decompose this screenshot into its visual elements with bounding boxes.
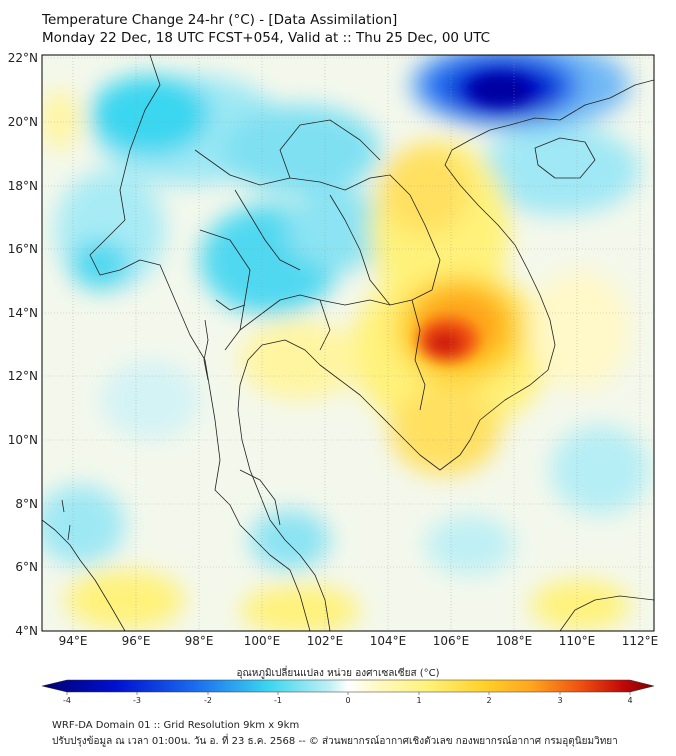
lat-label: 6°N (15, 560, 38, 574)
lat-label: 22°N (8, 51, 38, 65)
lat-label: 8°N (15, 497, 38, 511)
colorbar-scale (41, 679, 655, 693)
lon-label: 110°E (559, 634, 596, 648)
lon-label: 108°E (496, 634, 533, 648)
lon-label: 98°E (185, 634, 214, 648)
colorbar-tick: 1 (416, 696, 421, 705)
lat-label: 14°N (8, 306, 38, 320)
colorbar: -4 -3 -2 -1 0 1 2 3 4 (41, 679, 655, 705)
chart-title: Temperature Change 24-hr (°C) - [Data As… (42, 12, 398, 28)
colorbar-tick: -3 (133, 696, 141, 705)
colorbar-tick: -2 (204, 696, 212, 705)
lon-label: 96°E (122, 634, 151, 648)
lat-label: 12°N (8, 369, 38, 383)
lat-label: 4°N (15, 624, 38, 638)
lat-label: 10°N (8, 433, 38, 447)
colorbar-title: อุณหภูมิเปลี่ยนแปลง หน่วย องศาเซลเซียส (… (236, 668, 440, 679)
lat-label: 20°N (8, 115, 38, 129)
footer-update-info: ปรับปรุงข้อมูล ณ เวลา 01:00น. วัน อ. ที่… (52, 736, 618, 747)
lon-label: 100°E (244, 634, 281, 648)
colorbar-tick: 3 (557, 696, 562, 705)
colorbar-tick: 4 (627, 696, 632, 705)
lon-label: 104°E (370, 634, 407, 648)
lon-label: 102°E (307, 634, 344, 648)
graticule (42, 55, 654, 631)
chart-subtitle: Monday 22 Dec, 18 UTC FCST+054, Valid at… (42, 30, 491, 46)
colorbar-tick: 2 (486, 696, 491, 705)
map-frame (41, 54, 655, 632)
colorbar-tick: 0 (345, 696, 350, 705)
colorbar-tick: -1 (274, 696, 282, 705)
colorbar-tick: -4 (63, 696, 71, 705)
lon-label: 94°E (59, 634, 88, 648)
lon-label: 112°E (622, 634, 659, 648)
lat-label: 16°N (8, 242, 38, 256)
footer-model-info: WRF-DA Domain 01 :: Grid Resolution 9km … (52, 720, 300, 731)
lat-axis: 22°N 20°N 18°N 16°N 14°N 12°N 10°N 8°N 6… (8, 51, 38, 638)
lon-label: 106°E (433, 634, 470, 648)
lat-label: 18°N (8, 179, 38, 193)
temperature-field (42, 55, 654, 631)
lon-axis: 94°E 96°E 98°E 100°E 102°E 104°E 106°E 1… (59, 634, 659, 648)
